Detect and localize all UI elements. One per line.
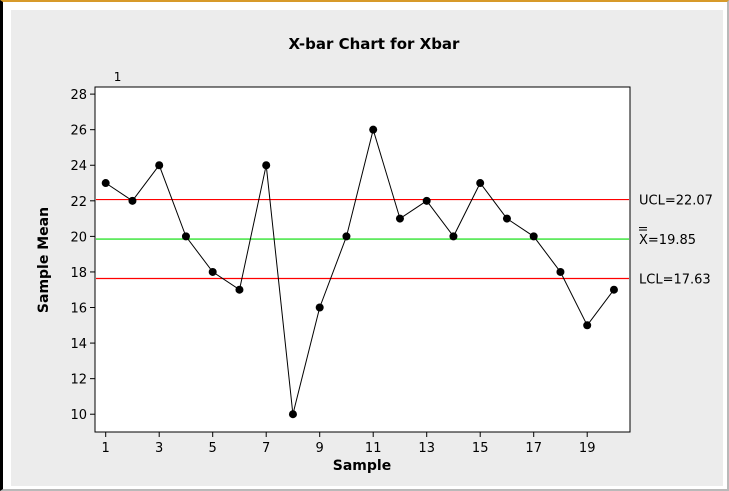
data-point-19 <box>583 321 592 330</box>
data-point-8 <box>288 410 297 419</box>
data-point-14 <box>449 232 458 241</box>
y-tick-label-28: 28 <box>70 88 87 103</box>
lcl-label: LCL=17.63 <box>639 273 711 288</box>
y-tick-label-26: 26 <box>70 124 87 139</box>
x-tick-label-3: 3 <box>155 441 163 456</box>
data-point-12 <box>395 214 404 223</box>
data-point-5 <box>208 267 217 276</box>
x-tick-label-11: 11 <box>365 441 382 456</box>
data-point-11 <box>369 125 378 134</box>
data-point-17 <box>529 232 538 241</box>
x-tick-label-1: 1 <box>102 441 110 456</box>
y-tick-label-24: 24 <box>70 159 87 174</box>
y-axis-title: Sample Mean <box>36 207 52 313</box>
center-line-value: =19.85 <box>648 233 696 248</box>
y-tick-label-16: 16 <box>70 302 87 317</box>
x-tick-label-17: 17 <box>525 441 542 456</box>
center-label: X=19.85 <box>639 233 696 248</box>
x-tick-label-9: 9 <box>316 441 324 456</box>
y-tick-label-20: 20 <box>70 230 87 245</box>
data-series <box>101 125 618 419</box>
data-point-6 <box>235 285 244 294</box>
data-point-20 <box>609 285 618 294</box>
chart-title: X-bar Chart for Xbar <box>289 35 461 53</box>
data-point-16 <box>502 214 511 223</box>
y-tick-label-14: 14 <box>70 337 87 352</box>
data-point-3 <box>155 161 164 170</box>
x-tick-label-7: 7 <box>262 441 270 456</box>
y-tick-label-12: 12 <box>70 373 87 388</box>
test-flag-1: 1 <box>114 70 122 84</box>
data-point-18 <box>556 267 565 276</box>
data-point-9 <box>315 303 324 312</box>
x-axis-title: Sample <box>333 458 391 474</box>
x-tick-label-13: 13 <box>418 441 435 456</box>
data-point-7 <box>262 161 271 170</box>
data-point-10 <box>342 232 351 241</box>
y-tick-label-18: 18 <box>70 266 87 281</box>
series-line <box>105 127 615 415</box>
x-tick-label-5: 5 <box>209 441 217 456</box>
x-double-bar-symbol: X <box>639 233 648 248</box>
data-point-1 <box>101 179 110 188</box>
plot-area <box>94 86 631 433</box>
chart-canvas: X-bar Chart for Xbar 1 3 5 7 9 11 13 15 17 19 10 12… <box>11 10 723 486</box>
xbar-chart: X-bar Chart for Xbar 1 3 5 7 9 11 13 15 17 191012… <box>36 35 713 474</box>
ucl-label: UCL=22.07 <box>639 194 713 209</box>
data-point-13 <box>422 196 431 205</box>
control-limit-labels: UCL=22.07 X=19.85 LCL=17.63 1 <box>114 70 713 288</box>
x-tick-label-19: 19 <box>579 441 596 456</box>
x-tick-label-15: 15 <box>472 441 489 456</box>
data-point-2 <box>128 196 137 205</box>
y-tick-label-22: 22 <box>70 195 87 210</box>
data-point-4 <box>181 232 190 241</box>
data-point-15 <box>476 179 485 188</box>
y-tick-label-10: 10 <box>70 408 87 423</box>
